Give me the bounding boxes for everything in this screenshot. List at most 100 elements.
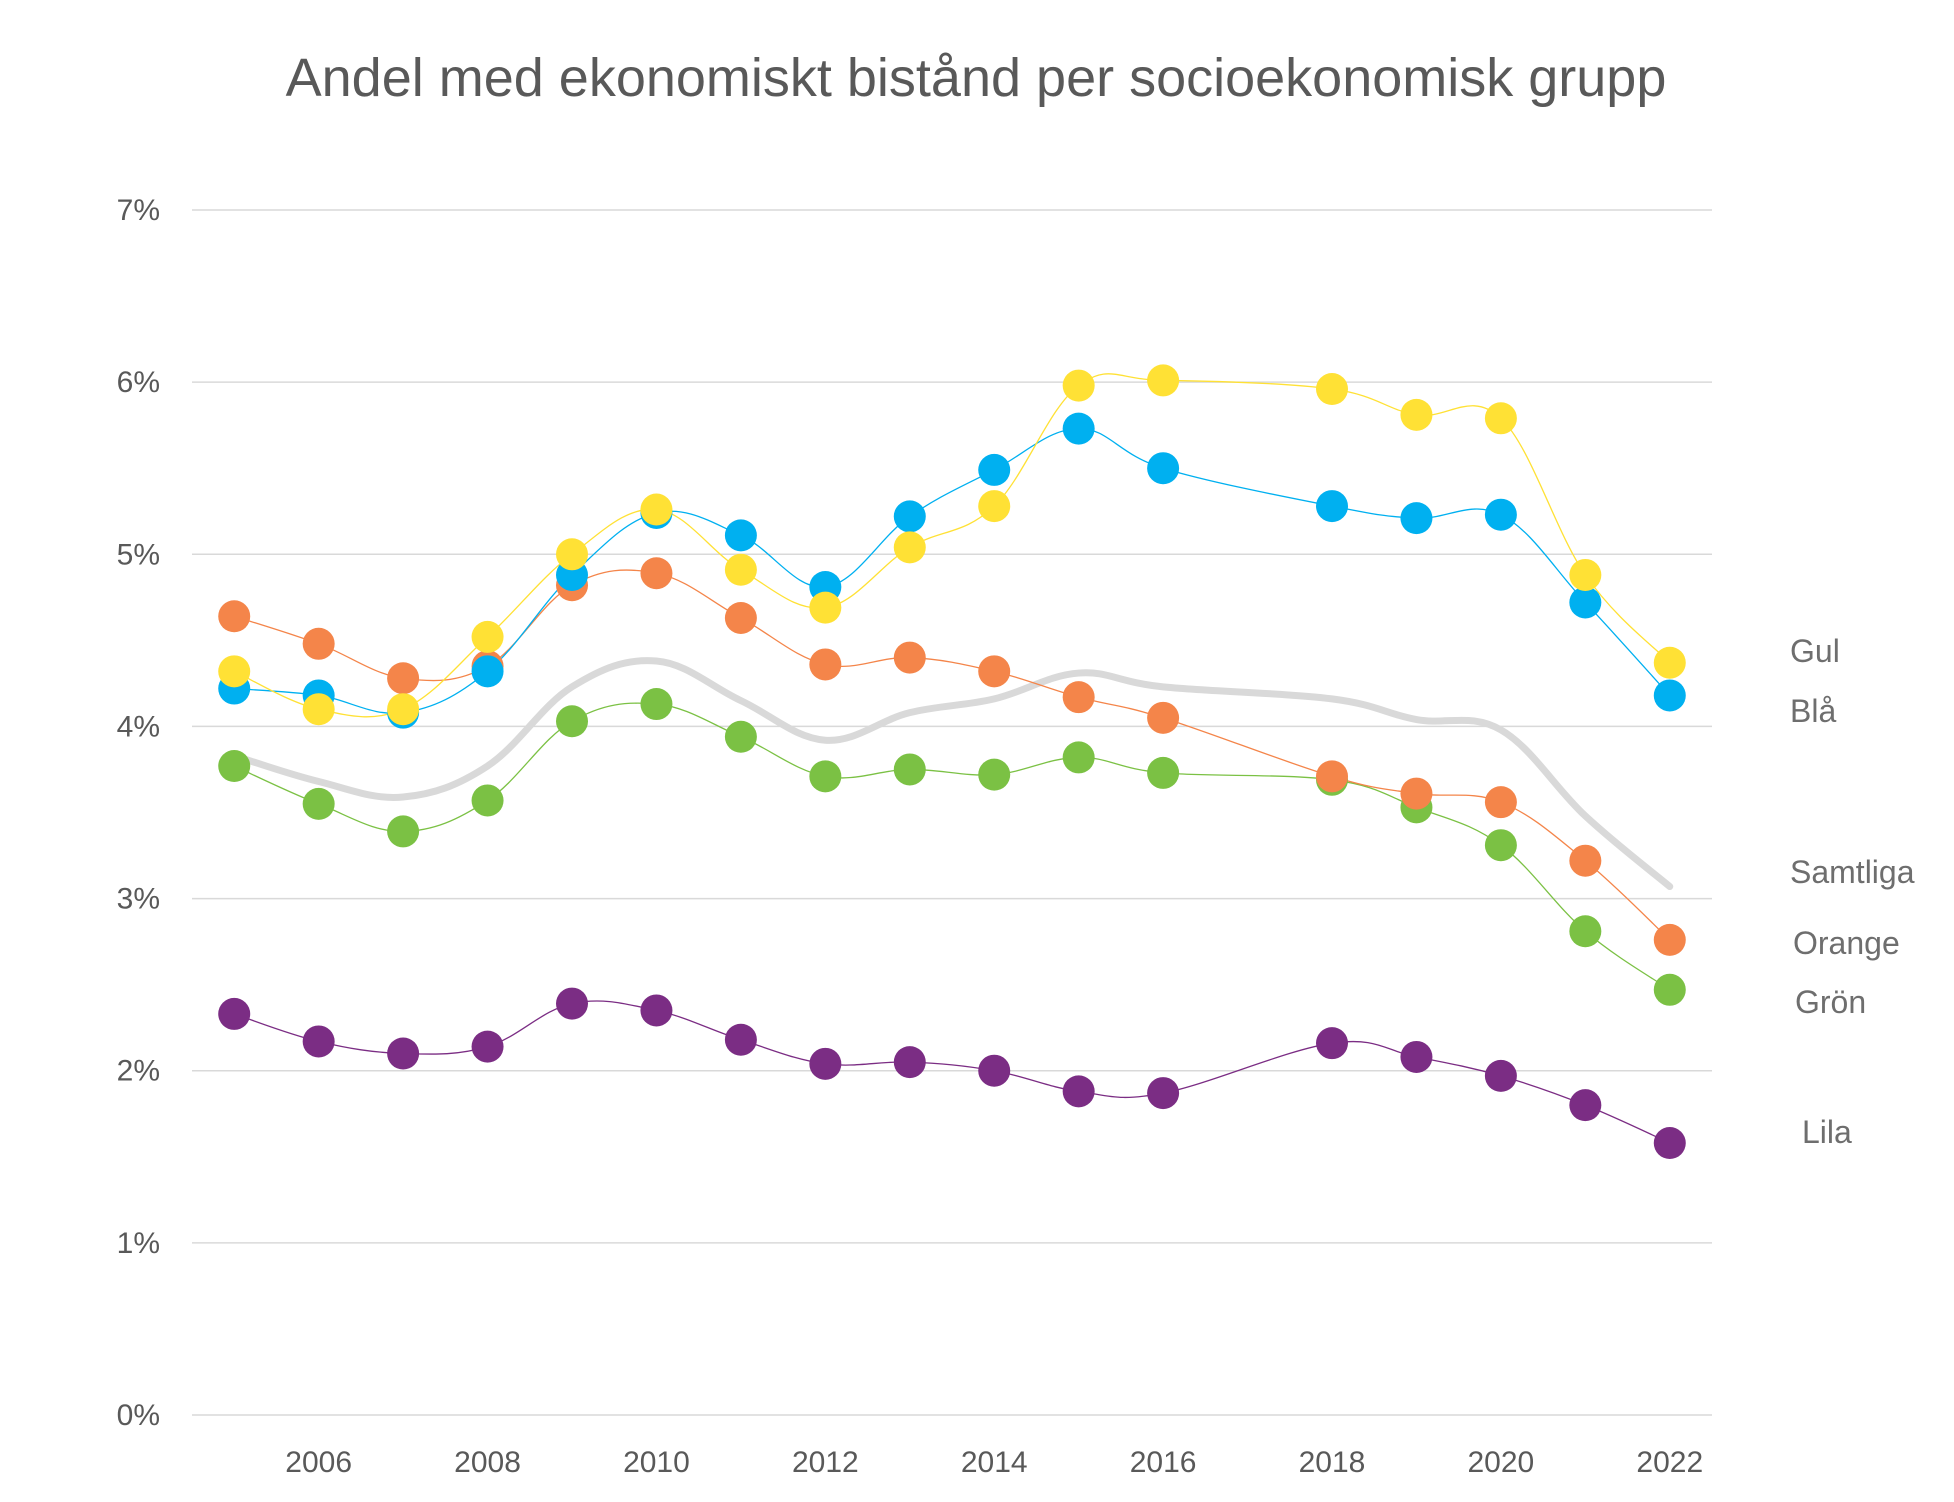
series-markers (218, 364, 1686, 1160)
y-tick-label: 4% (117, 710, 160, 743)
data-point-gul (1569, 558, 1602, 591)
series-line-samtliga (230, 657, 1674, 891)
data-point-grn (471, 784, 504, 817)
data-point-bl (893, 500, 926, 533)
x-tick-label: 2006 (285, 1446, 352, 1479)
y-axis-tick-labels: 0% 1% 2% 3% 4% 5% 6% 7% (117, 194, 160, 1432)
data-point-grn (556, 705, 588, 738)
data-point-gul (1316, 373, 1348, 406)
data-point-grn (1484, 829, 1517, 862)
series-label: Orange (1793, 925, 1900, 961)
data-point-gul (1484, 402, 1517, 435)
data-point-bl (1653, 679, 1686, 712)
data-point-bl (1569, 586, 1602, 619)
y-tick-label: 6% (117, 366, 160, 399)
data-point-grn (1062, 741, 1095, 774)
series-label: Grön (1795, 984, 1866, 1020)
data-point-lila (1653, 1127, 1686, 1160)
x-tick-label: 2012 (792, 1446, 859, 1479)
data-point-grn (893, 753, 926, 786)
data-point-lila (218, 997, 251, 1030)
y-tick-label: 7% (117, 194, 160, 227)
data-point-gul (387, 693, 420, 726)
data-point-lila (1147, 1077, 1180, 1110)
data-point-orange (1653, 923, 1686, 956)
data-point-gul (1062, 369, 1095, 402)
y-tick-label: 3% (117, 883, 160, 916)
data-point-lila (893, 1046, 926, 1079)
x-tick-label: 2018 (1299, 1446, 1366, 1479)
data-point-gul (218, 655, 251, 688)
series-lines (230, 373, 1674, 1144)
data-point-lila (1484, 1059, 1517, 1092)
data-point-orange (1569, 844, 1602, 877)
data-point-lila (1569, 1089, 1602, 1122)
data-point-orange (809, 648, 842, 681)
x-tick-label: 2020 (1468, 1446, 1535, 1479)
data-point-bl (1484, 498, 1517, 531)
data-point-orange (1400, 777, 1433, 810)
data-point-orange (978, 655, 1011, 688)
data-point-gul (1653, 646, 1686, 679)
data-point-gul (1147, 364, 1180, 397)
x-tick-label: 2022 (1636, 1446, 1703, 1479)
data-point-grn (302, 787, 335, 820)
data-point-lila (724, 1023, 757, 1056)
data-point-orange (893, 641, 926, 674)
data-point-lila (1400, 1040, 1433, 1073)
data-point-lila (387, 1037, 420, 1070)
data-point-grn (1653, 973, 1686, 1006)
data-point-lila (302, 1025, 335, 1058)
data-point-lila (1316, 1027, 1348, 1060)
data-point-grn (387, 815, 420, 848)
x-tick-label: 2014 (961, 1446, 1028, 1479)
data-point-bl (1147, 452, 1180, 485)
series-labels: Gul Blå Samtliga Orange Grön Lila (1790, 633, 1915, 1150)
data-point-orange (1316, 760, 1348, 793)
data-point-grn (218, 750, 251, 783)
x-tick-label: 2016 (1130, 1446, 1197, 1479)
data-point-gul (640, 493, 673, 526)
data-point-bl (1400, 502, 1433, 535)
data-point-gul (978, 490, 1011, 523)
data-point-grn (978, 758, 1011, 791)
chart-title: Andel med ekonomiskt bistånd per socioek… (286, 48, 1667, 108)
data-point-grn (724, 720, 757, 753)
data-point-gul (809, 591, 842, 624)
data-point-bl (978, 453, 1011, 486)
data-point-orange (302, 627, 335, 660)
data-point-lila (809, 1047, 842, 1080)
data-point-grn (809, 760, 842, 793)
series-label: Lila (1802, 1114, 1852, 1150)
x-axis-tick-labels: 2006 2008 2010 2012 2014 2016 2018 2020 2022 (285, 1446, 1703, 1479)
data-point-gul (724, 553, 757, 586)
data-point-orange (724, 601, 757, 634)
series-line-gul (233, 373, 1671, 718)
series-label: Gul (1790, 633, 1840, 669)
y-tick-label: 0% (117, 1399, 160, 1432)
data-point-bl (724, 519, 757, 552)
data-point-lila (556, 987, 588, 1020)
data-point-grn (1147, 756, 1180, 789)
data-point-gul (1400, 398, 1433, 431)
data-point-orange (387, 662, 420, 695)
data-point-gul (302, 693, 335, 726)
data-point-lila (640, 994, 673, 1027)
data-point-bl (471, 655, 504, 688)
data-point-grn (640, 688, 673, 721)
data-point-lila (978, 1054, 1011, 1087)
data-point-orange (1147, 701, 1180, 734)
data-point-orange (640, 557, 673, 590)
data-point-bl (1062, 412, 1095, 445)
series-label: Samtliga (1790, 854, 1915, 890)
y-tick-label: 5% (117, 538, 160, 571)
data-point-gul (556, 538, 588, 571)
data-point-grn (1569, 915, 1602, 948)
y-tick-label: 2% (117, 1055, 160, 1088)
data-point-orange (1062, 681, 1095, 714)
series-line-grn (233, 702, 1671, 991)
gridlines (192, 209, 1712, 1416)
series-line-lila (233, 1000, 1671, 1144)
data-point-lila (1062, 1075, 1095, 1108)
